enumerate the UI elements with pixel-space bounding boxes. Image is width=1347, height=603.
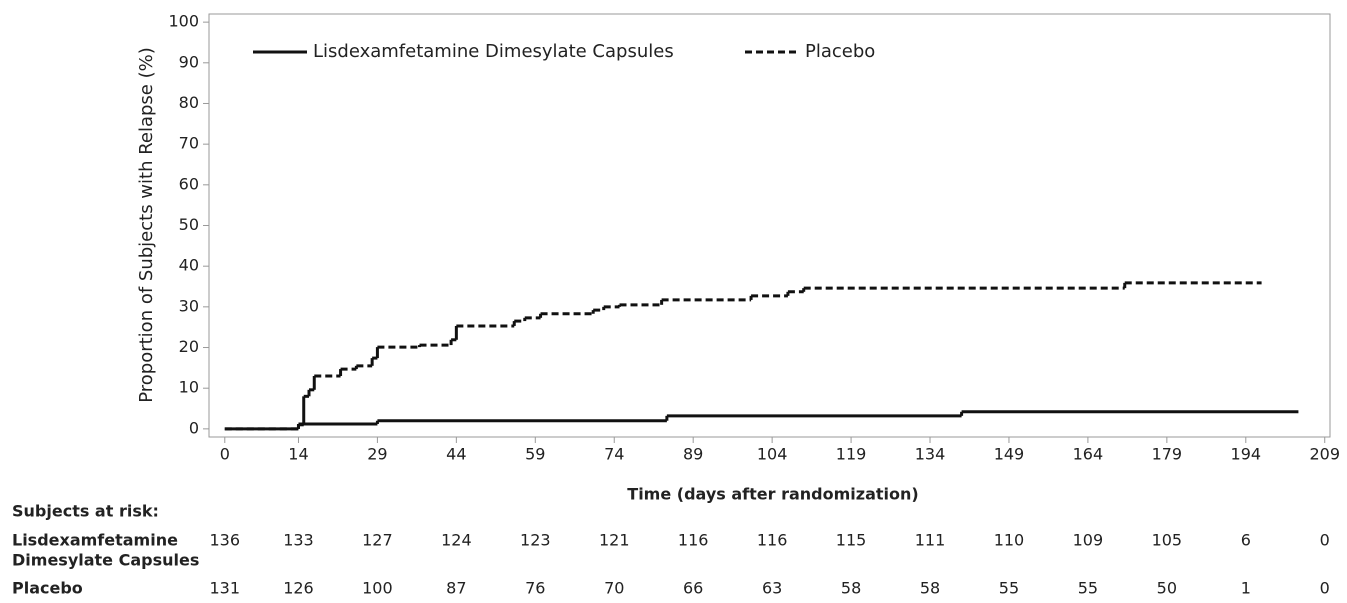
y-tick-label: 100 <box>168 12 199 31</box>
risk-value: 110 <box>994 531 1025 550</box>
x-tick-label: 164 <box>1073 445 1104 464</box>
x-tick-label: 149 <box>994 445 1025 464</box>
risk-value: 111 <box>915 531 946 550</box>
x-tick-label: 89 <box>683 445 703 464</box>
y-tick-label: 40 <box>179 256 199 275</box>
risk-value: 133 <box>283 531 314 550</box>
risk-value: 136 <box>210 531 241 550</box>
x-tick-label: 59 <box>525 445 545 464</box>
risk-value: 115 <box>836 531 867 550</box>
risk-value: 55 <box>999 579 1019 598</box>
risk-value: 50 <box>1157 579 1177 598</box>
risk-value: 123 <box>520 531 551 550</box>
x-tick-label: 209 <box>1309 445 1340 464</box>
risk-value: 0 <box>1320 531 1330 550</box>
x-tick-label: 119 <box>836 445 867 464</box>
risk-value: 66 <box>683 579 703 598</box>
risk-value: 58 <box>920 579 940 598</box>
risk-value: 70 <box>604 579 624 598</box>
y-axis-label: Proportion of Subjects with Relapse (%) <box>136 47 157 403</box>
y-tick-label: 50 <box>179 215 199 234</box>
x-axis-label: Time (days after randomization) <box>627 485 918 504</box>
plot-frame <box>208 13 1331 438</box>
risk-value: 6 <box>1241 531 1251 550</box>
risk-value: 109 <box>1073 531 1104 550</box>
risk-value: 1 <box>1241 579 1251 598</box>
risk-value: 58 <box>841 579 861 598</box>
risk-value: 0 <box>1320 579 1330 598</box>
risk-value: 124 <box>441 531 472 550</box>
risk-value: 116 <box>757 531 788 550</box>
x-tick-label: 104 <box>757 445 788 464</box>
risk-value: 87 <box>446 579 466 598</box>
y-tick-label: 70 <box>179 134 199 153</box>
y-tick-label: 20 <box>179 337 199 356</box>
risk-value: 55 <box>1078 579 1098 598</box>
y-tick-label: 90 <box>179 52 199 71</box>
y-tick-label: 10 <box>179 378 199 397</box>
y-tick-label: 30 <box>179 296 199 315</box>
x-tick-label: 14 <box>288 445 308 464</box>
risk-row-label: Placebo <box>12 579 83 598</box>
legend-label: Lisdexamfetamine Dimesylate Capsules <box>313 41 674 62</box>
risk-value: 126 <box>283 579 314 598</box>
risk-value: 127 <box>362 531 393 550</box>
x-tick-label: 194 <box>1231 445 1262 464</box>
risk-value: 63 <box>762 579 782 598</box>
risk-table-title: Subjects at risk: <box>12 502 159 521</box>
y-tick-label: 80 <box>179 93 199 112</box>
y-tick-label: 60 <box>179 174 199 193</box>
risk-value: 76 <box>525 579 545 598</box>
risk-value: 116 <box>678 531 709 550</box>
x-tick-label: 179 <box>1152 445 1183 464</box>
x-tick-label: 74 <box>604 445 624 464</box>
risk-value: 131 <box>210 579 241 598</box>
risk-value: 105 <box>1152 531 1183 550</box>
x-tick-label: 44 <box>446 445 466 464</box>
y-tick-label: 0 <box>189 418 199 437</box>
risk-value: 121 <box>599 531 630 550</box>
x-tick-label: 29 <box>367 445 387 464</box>
risk-value: 100 <box>362 579 393 598</box>
risk-row-label: Dimesylate Capsules <box>12 551 199 570</box>
x-tick-label: 134 <box>915 445 946 464</box>
legend-label: Placebo <box>805 41 875 62</box>
x-tick-label: 0 <box>220 445 230 464</box>
risk-row-label: Lisdexamfetamine <box>12 531 178 550</box>
